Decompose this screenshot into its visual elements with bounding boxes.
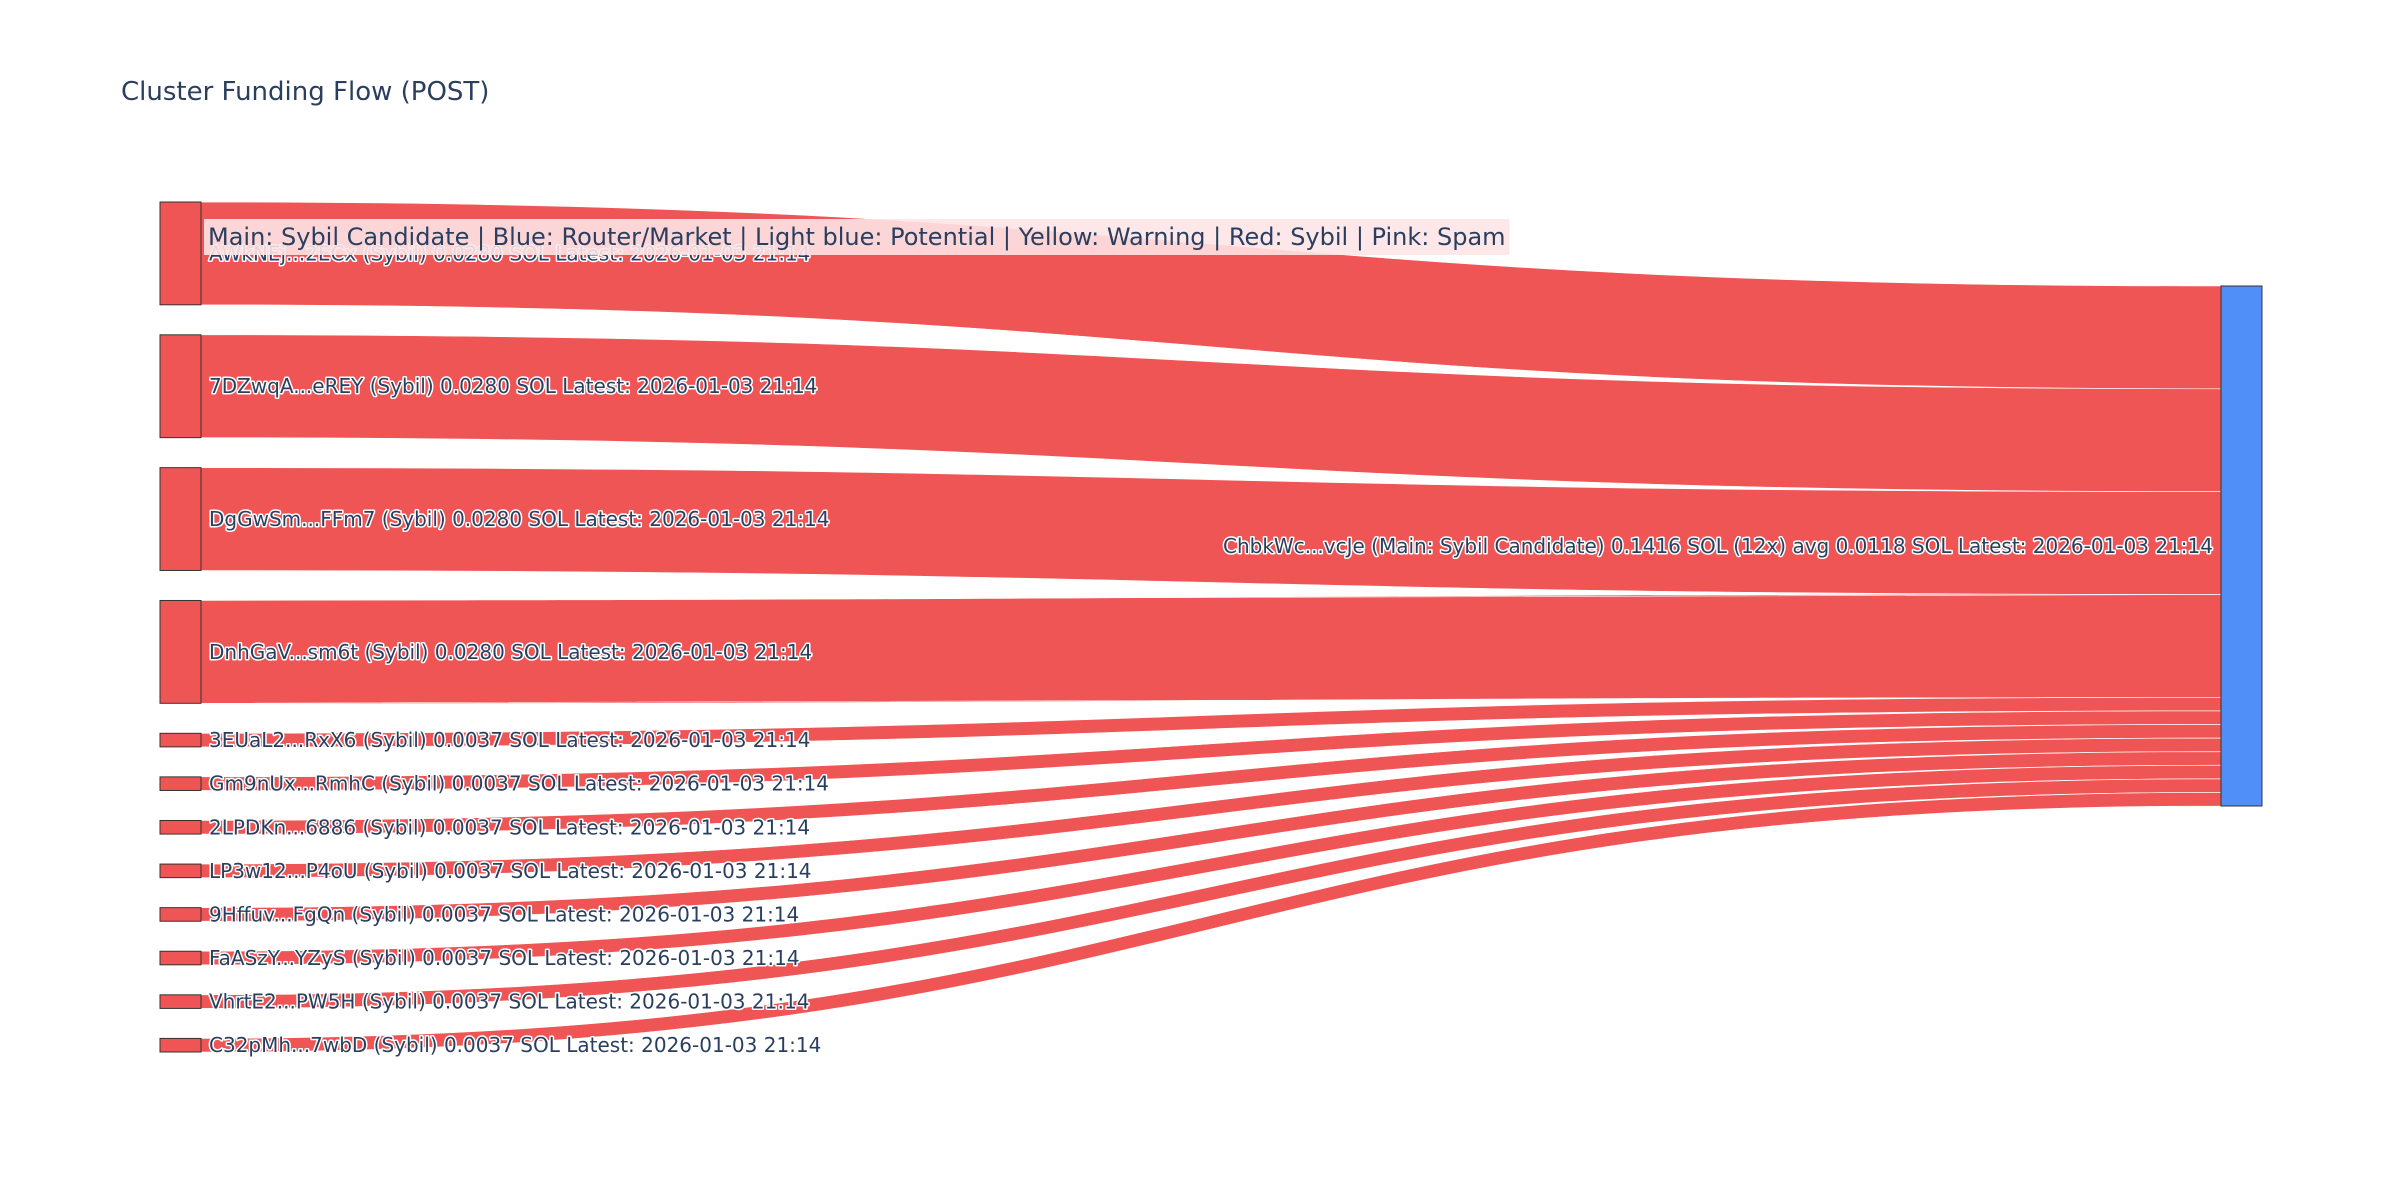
source-node bbox=[159, 599, 202, 704]
source-node-label: FaASzY...YZyS (Sybil) 0.0037 SOL Latest:… bbox=[209, 946, 800, 970]
source-node-label: 7DZwqA...eREY (Sybil) 0.0280 SOL Latest:… bbox=[209, 374, 817, 398]
node-labels: AWkNEj...2ECx (Sybil) 0.0280 SOL Latest:… bbox=[208, 240, 2215, 1059]
target-node-label: ChbkWc...vcJe (Main: Sybil Candidate) 0.… bbox=[1223, 534, 2213, 558]
source-node-label: LP3w12...P4oU (Sybil) 0.0037 SOL Latest:… bbox=[209, 859, 812, 883]
source-node bbox=[159, 776, 202, 791]
source-node bbox=[159, 907, 202, 922]
source-node-label: DgGwSm...FFm7 (Sybil) 0.0280 SOL Latest:… bbox=[209, 507, 829, 531]
legend: Main: Sybil Candidate | Blue: Router/Mar… bbox=[204, 219, 1510, 255]
source-node bbox=[159, 467, 202, 571]
source-node bbox=[159, 950, 202, 966]
source-node-label: 9Hffuv...FgQn (Sybil) 0.0037 SOL Latest:… bbox=[209, 902, 799, 926]
source-node-label: Gm9nUx...RmhC (Sybil) 0.0037 SOL Latest:… bbox=[209, 772, 829, 796]
source-node-label: VhrtE2...PW5H (Sybil) 0.0037 SOL Latest:… bbox=[209, 990, 810, 1014]
source-node bbox=[159, 334, 202, 439]
source-node-label: 2LPDKn...6886 (Sybil) 0.0037 SOL Latest:… bbox=[209, 815, 810, 839]
target-node bbox=[2220, 285, 2263, 807]
flow-nodes bbox=[159, 201, 2263, 1053]
source-node bbox=[159, 1037, 202, 1053]
source-node bbox=[159, 863, 202, 879]
source-node-label: DnhGaV...sm6t (Sybil) 0.0280 SOL Latest:… bbox=[209, 640, 812, 664]
source-node bbox=[159, 201, 202, 306]
chart-title: Cluster Funding Flow (POST) bbox=[121, 77, 489, 107]
legend-text: Main: Sybil Candidate | Blue: Router/Mar… bbox=[208, 223, 1506, 251]
source-node bbox=[159, 994, 202, 1009]
source-node bbox=[159, 819, 202, 835]
legend-background bbox=[204, 219, 1510, 255]
source-node-label: 3EUaL2...RxX6 (Sybil) 0.0037 SOL Latest:… bbox=[209, 728, 810, 752]
flow-links bbox=[200, 201, 2222, 1053]
source-node bbox=[159, 732, 202, 748]
source-node-label: C32pMh...7wbD (Sybil) 0.0037 SOL Latest:… bbox=[209, 1033, 821, 1057]
